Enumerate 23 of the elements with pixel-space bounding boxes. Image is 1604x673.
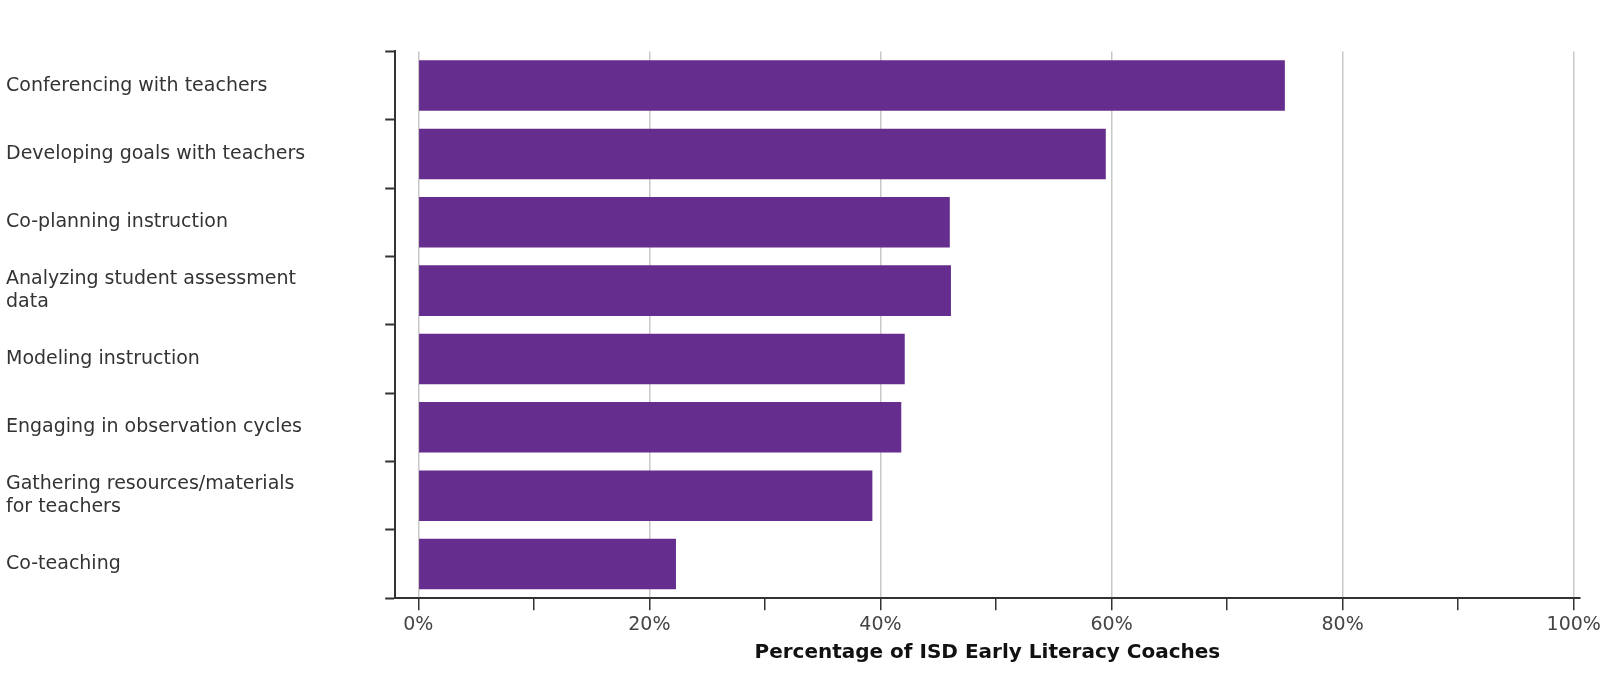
x-tick-label: 100%: [1546, 611, 1601, 634]
y-tick-label: Gathering resources/materials for teachers: [6, 471, 295, 517]
x-tick-label: 40%: [859, 611, 902, 634]
x-axis-title: Percentage of ISD Early Literacy Coaches: [754, 639, 1221, 664]
y-tick-label: Analyzing student assessment data: [6, 266, 296, 311]
bar: [419, 265, 951, 316]
y-tick-label: Conferencing with teachers: [6, 72, 268, 95]
x-tick-label: 20%: [628, 611, 671, 634]
y-tick-label: Modeling instruction: [6, 345, 200, 368]
y-tick-label: Developing goals with teachers: [6, 140, 306, 163]
bar: [419, 196, 950, 248]
y-tick-label: Engaging in observation cycles: [6, 414, 303, 437]
x-tick-label: 60%: [1090, 611, 1133, 634]
bar: [419, 470, 873, 521]
y-tick-label: Co-planning instruction: [6, 209, 228, 232]
x-tick-label: 0%: [403, 611, 434, 634]
bar: [419, 402, 902, 453]
bar: [419, 538, 676, 590]
bar: [419, 128, 1106, 180]
x-tick-label: 80%: [1321, 611, 1364, 634]
bar: [419, 60, 1285, 111]
y-tick-label: Co-teaching: [6, 550, 121, 573]
bar: [419, 333, 905, 385]
